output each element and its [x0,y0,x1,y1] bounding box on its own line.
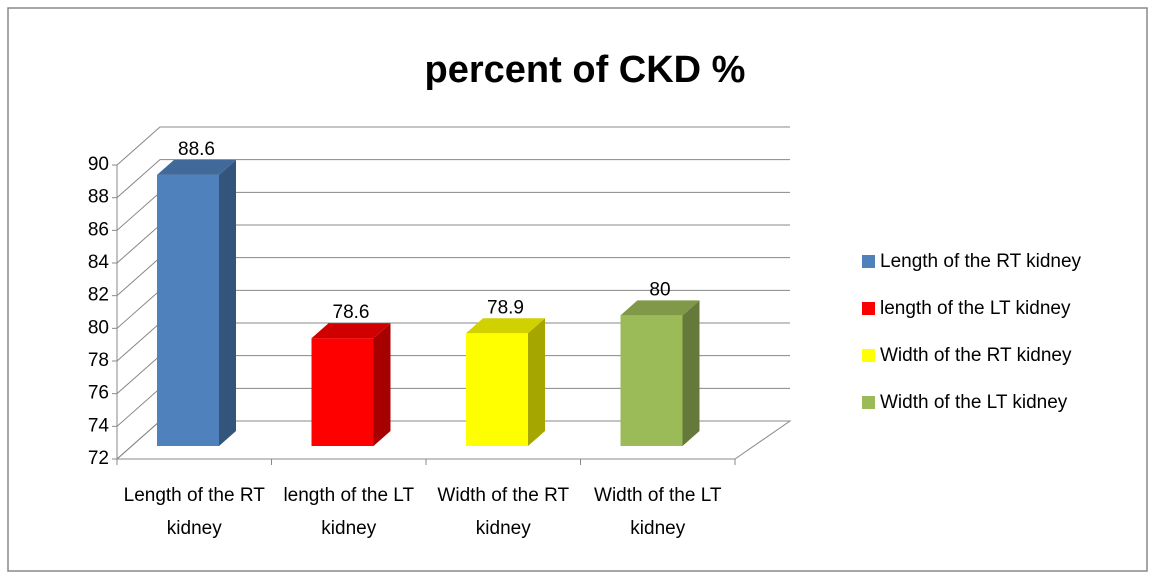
y-tick-label: 82 [88,285,109,306]
legend-swatch [862,302,875,315]
bar-top [311,323,391,339]
bar-front [620,315,683,446]
x-tick-label: length of the LT kidney [283,485,415,539]
y-tick-label: 74 [88,415,110,436]
legend-swatch [862,255,875,268]
grid-line [116,126,790,166]
x-tick-label-box: Width of the RT kidney [437,485,570,539]
y-tick-label: 80 [88,317,109,338]
legend-label: Length of the RT kidney [880,251,1082,272]
legend-label: Width of the LT kidney [880,392,1068,413]
x-tick-label: Length of the RT kidney [123,485,265,539]
bar-front [466,333,528,446]
data-label: 78.9 [487,297,524,318]
bar-top [466,318,545,334]
x-tick-label-box: Width of the LT kidney [594,485,722,539]
legend-swatch [862,349,875,362]
y-tick-label: 84 [88,252,110,273]
y-tick-label: 88 [88,187,109,208]
bar-top [620,300,700,316]
x-tick-label: Width of the LT kidney [594,485,722,539]
bar [311,323,391,446]
legend-swatch [862,396,875,409]
bar [466,318,545,446]
data-label: 88.6 [178,139,215,160]
x-tick-label-box: length of the LT kidney [283,485,415,539]
data-label: 78.6 [333,302,370,323]
chart-title: percent of CKD % [425,49,746,91]
legend-label: Width of the RT kidney [880,345,1072,366]
y-tick-label: 76 [88,383,109,404]
x-tick-label-box: Length of the RT kidney [123,485,265,539]
bar-side [528,318,545,446]
data-label: 80 [649,279,670,300]
y-tick-label: 78 [88,350,109,371]
bar [620,300,700,446]
x-tick-label: Width of the RT kidney [437,485,570,539]
bar-side [373,323,391,446]
bar-front [311,338,374,446]
bar-side [219,159,236,446]
y-tick-label: 86 [88,219,109,240]
y-tick-label: 72 [88,448,109,469]
bar-top [157,159,236,175]
y-tick-label: 90 [88,154,109,175]
bar-side [682,300,700,446]
grid-line [116,159,790,199]
bar-front [157,174,219,446]
legend-label: length of the LT kidney [880,298,1071,319]
bar [157,159,236,446]
